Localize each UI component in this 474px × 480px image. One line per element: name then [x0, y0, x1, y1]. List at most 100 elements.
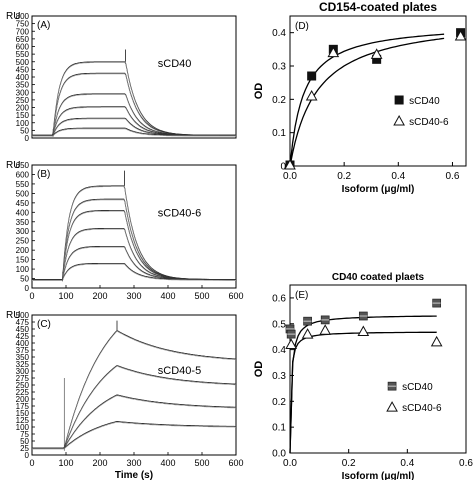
x-tick-label: 0.2: [342, 458, 356, 469]
panel-A: 0501001502002503003504004505005506006507…: [6, 11, 237, 143]
y-tick-label: 0.1: [272, 423, 286, 434]
y-tick-label: 550: [16, 50, 30, 59]
y-axis-label: RU: [6, 310, 20, 321]
chart-title: CD154-coated plates: [319, 0, 437, 14]
y-tick-label: 100: [16, 119, 30, 128]
panel-B: 0501001502002503003504004505005506006500…: [6, 160, 244, 301]
panel-C: 0255075100125150175200225250275300325350…: [6, 310, 244, 480]
y-tick-label: 350: [16, 218, 30, 227]
y-tick-label: 0: [25, 451, 30, 460]
x-tick-label: 300: [126, 458, 141, 468]
fitted-curve: [32, 395, 236, 450]
chart-title: CD40 coated plaets: [332, 272, 425, 283]
x-tick-label: 0.2: [337, 171, 351, 182]
y-tick-label: 0.6: [272, 293, 286, 304]
y-tick-label: 400: [16, 73, 30, 82]
y-tick-label: 200: [16, 246, 30, 255]
y-tick-label: 600: [16, 170, 30, 179]
y-axis-label: OD: [253, 361, 265, 378]
y-tick-label: 0.5: [272, 319, 286, 330]
legend-label: sCD40-6: [402, 403, 442, 414]
y-tick-label: 500: [16, 189, 30, 198]
data-point-triangle: [430, 335, 443, 347]
y-tick-label: 150: [16, 111, 30, 120]
x-tick-label: 300: [126, 291, 141, 301]
y-tick-label: 0: [25, 284, 30, 293]
x-tick-label: 0.6: [459, 458, 473, 469]
legend: sCD40 sCD40-6: [393, 95, 449, 128]
sensorgram-curve: [32, 127, 236, 136]
y-axis-label: OD: [253, 83, 265, 100]
panel-label: (C): [37, 319, 51, 330]
data-point-triangle: [305, 89, 318, 101]
y-tick-label: 550: [16, 180, 30, 189]
y-tick-label: 600: [16, 43, 30, 52]
panel-label: (B): [37, 169, 50, 180]
fit-curve: [289, 37, 445, 167]
sensorgram-curve: [32, 209, 236, 280]
y-tick-label: 50: [20, 126, 29, 135]
panel-label: (E): [295, 290, 308, 301]
panel-label: (D): [295, 21, 309, 32]
plot-frame: [31, 164, 237, 289]
legend-label: sCD40-6: [409, 117, 449, 128]
plot-frame: [289, 15, 467, 167]
y-tick-label: 0.4: [272, 28, 286, 39]
fitted-curve: [32, 128, 236, 137]
x-tick-label: 0.0: [283, 458, 297, 469]
y-tick-label: 300: [16, 367, 30, 376]
y-tick-label: 450: [16, 65, 30, 74]
y-tick-label: 375: [16, 346, 30, 355]
x-tick-label: 100: [58, 458, 73, 468]
x-axis-label: Isoform (μg/ml): [342, 184, 415, 195]
x-tick-label: 100: [58, 291, 73, 301]
y-tick-label: 500: [16, 58, 30, 67]
y-axis-label: RU: [6, 11, 20, 22]
y-tick-label: 450: [16, 325, 30, 334]
x-tick-label: 400: [160, 458, 175, 468]
x-tick-label: 0.6: [446, 171, 460, 182]
fitted-curve: [32, 62, 236, 137]
sensorgram-curve: [32, 198, 236, 280]
y-tick-label: 400: [16, 208, 30, 217]
y-tick-label: 475: [16, 318, 30, 327]
legend-marker: [393, 114, 405, 126]
y-tick-label: 0.2: [272, 95, 286, 106]
data-point-triangle: [454, 29, 467, 41]
y-tick-label: 700: [16, 27, 30, 36]
y-tick-label: 175: [16, 402, 30, 411]
y-tick-label: 125: [16, 416, 30, 425]
data-point-triangle: [370, 48, 383, 59]
x-tick-label: 0.0: [283, 171, 297, 182]
y-tick-label: 0.3: [272, 371, 286, 382]
y-tick-label: 350: [16, 81, 30, 90]
y-tick-label: 650: [16, 161, 30, 170]
x-tick-label: 500: [194, 458, 209, 468]
fitted-curve: [32, 366, 236, 450]
y-tick-label: 100: [16, 423, 30, 432]
analyte-label: sCD40-6: [158, 208, 201, 220]
y-tick-label: 325: [16, 360, 30, 369]
x-tick-label: 500: [194, 291, 209, 301]
y-tick-label: 0.1: [272, 128, 286, 139]
x-axis-label: Time (s): [115, 470, 153, 480]
y-tick-label: 275: [16, 374, 30, 383]
y-tick-label: 150: [16, 409, 30, 418]
y-tick-label: 425: [16, 332, 30, 341]
x-tick-label: 0.4: [400, 458, 414, 469]
panel-D: 0 0.1 0.2 0.3 0.4 0.0 0.2 0.4 0.6 (D) CD154-coated…: [253, 0, 467, 195]
y-tick-label: 0.0: [272, 449, 286, 460]
y-tick-label: 300: [16, 88, 30, 97]
sensorgram-curve: [32, 330, 237, 449]
y-tick-label: 800: [16, 12, 30, 21]
y-tick-label: 300: [16, 227, 30, 236]
data-point-square: [307, 71, 317, 81]
y-tick-label: 400: [16, 339, 30, 348]
data-point-triangle: [301, 328, 314, 339]
data-point-triangle: [327, 46, 340, 58]
fitted-curve: [32, 331, 237, 450]
panel-label: (A): [37, 20, 50, 31]
data-point-triangle: [357, 325, 370, 337]
x-tick-label: 200: [92, 291, 107, 301]
